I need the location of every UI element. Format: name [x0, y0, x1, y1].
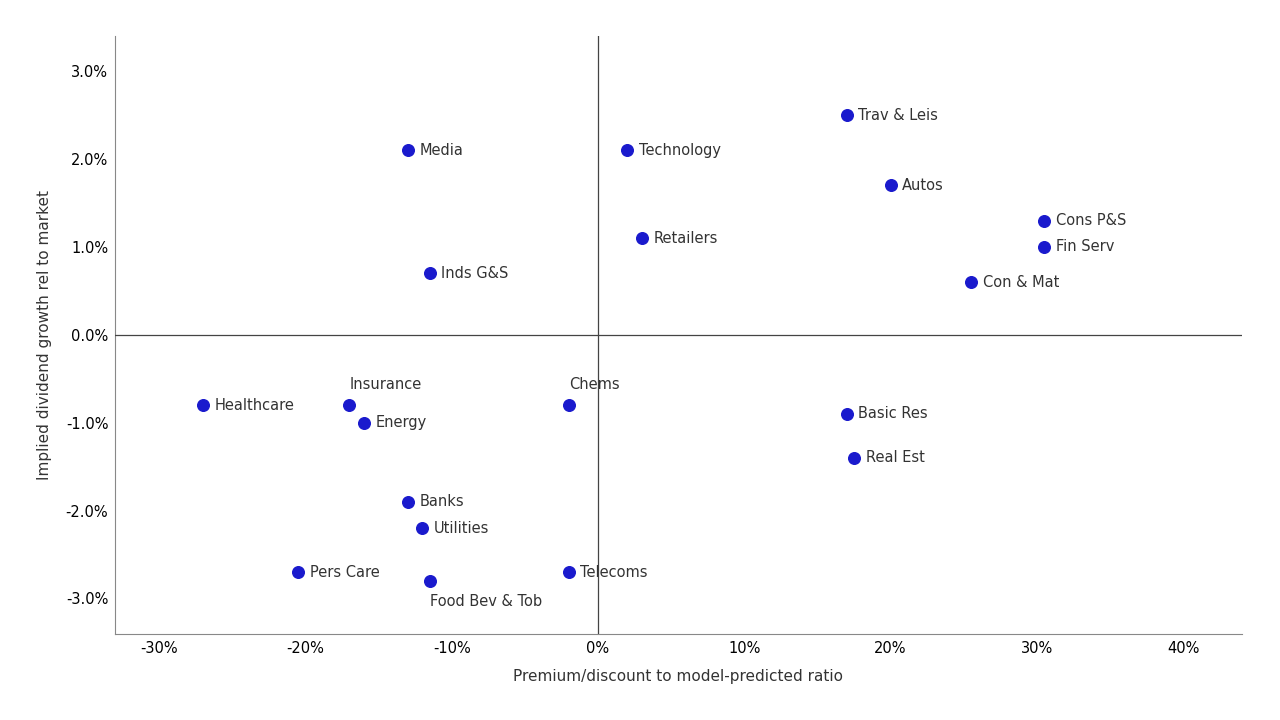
Point — [412, 523, 433, 534]
Text: Fin Serv: Fin Serv — [1056, 240, 1114, 254]
Point — [1034, 241, 1055, 253]
Point — [836, 408, 856, 420]
Text: Trav & Leis: Trav & Leis — [859, 107, 938, 122]
Text: Utilities: Utilities — [434, 521, 489, 536]
Point — [558, 400, 579, 411]
Text: Real Est: Real Est — [865, 450, 924, 465]
Point — [844, 452, 864, 464]
Text: Basic Res: Basic Res — [859, 406, 928, 421]
Point — [420, 575, 440, 587]
Point — [881, 179, 901, 191]
Text: Food Bev & Tob: Food Bev & Tob — [430, 594, 541, 609]
Text: Pers Care: Pers Care — [310, 564, 379, 580]
Text: Inds G&S: Inds G&S — [442, 266, 508, 281]
Text: Chems: Chems — [568, 377, 620, 392]
Point — [193, 400, 214, 411]
Text: Telecoms: Telecoms — [580, 564, 648, 580]
Point — [398, 145, 419, 156]
Text: Media: Media — [420, 143, 463, 158]
Text: Technology: Technology — [639, 143, 721, 158]
Point — [961, 276, 982, 288]
Text: Cons P&S: Cons P&S — [1056, 213, 1126, 228]
Text: Con & Mat: Con & Mat — [983, 274, 1059, 289]
Point — [1034, 215, 1055, 226]
Y-axis label: Implied dividend growth rel to market: Implied dividend growth rel to market — [37, 190, 51, 480]
X-axis label: Premium/discount to model-predicted ratio: Premium/discount to model-predicted rati… — [513, 670, 844, 685]
Point — [398, 496, 419, 508]
Text: Retailers: Retailers — [654, 230, 718, 246]
Point — [339, 400, 360, 411]
Text: Insurance: Insurance — [349, 377, 421, 392]
Text: Healthcare: Healthcare — [215, 397, 294, 413]
Point — [836, 109, 856, 121]
Text: Autos: Autos — [902, 178, 943, 193]
Point — [558, 567, 579, 578]
Text: Energy: Energy — [375, 415, 426, 430]
Point — [420, 268, 440, 279]
Text: Banks: Banks — [420, 494, 465, 509]
Point — [617, 145, 637, 156]
Point — [288, 567, 308, 578]
Point — [631, 233, 652, 244]
Point — [353, 417, 374, 428]
